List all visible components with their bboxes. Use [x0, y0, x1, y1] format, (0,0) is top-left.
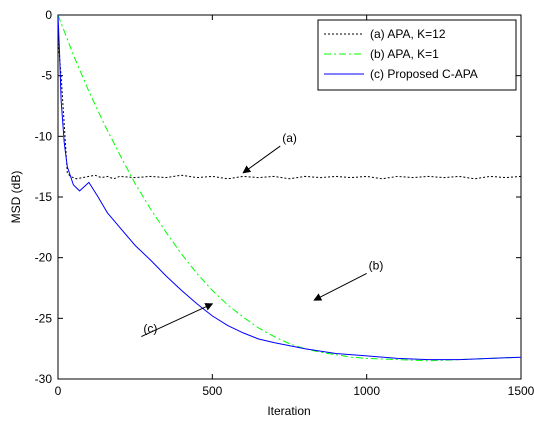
annotation-label-2: (c) [143, 322, 157, 336]
legend: (a) APA, K=12 (b) APA, K=1 (c) Proposed C-… [317, 19, 517, 91]
legend-box [317, 19, 517, 91]
y-tick-label-5: -25 [35, 311, 53, 325]
y-tick-label-6: -30 [35, 372, 53, 386]
annotation-label-0: (a) [282, 131, 297, 145]
legend-label-1: (b) APA, K=1 [370, 47, 439, 61]
annotation-arrow-2 [141, 303, 214, 337]
y-axis-label: MSD (dB) [9, 171, 23, 224]
series-lines [58, 15, 521, 362]
annotations: (a) (b) (c) [141, 131, 384, 337]
x-tick-label-0: 0 [55, 384, 62, 398]
y-tick-label-2: -10 [35, 129, 53, 143]
axis-ticks: 0 500 1000 1500 0 -5 -10 -15 -20 -25 -30 [35, 8, 534, 398]
y-tick-label-3: -15 [35, 190, 53, 204]
annotation-label-1: (b) [369, 258, 384, 272]
x-tick-label-2: 1000 [353, 384, 380, 398]
y-tick-label-4: -20 [35, 251, 53, 265]
x-axis-label: Iteration [267, 404, 310, 418]
annotation-arrow-1 [313, 272, 367, 301]
y-tick-label-0: 0 [45, 8, 52, 22]
y-tick-label-1: -5 [41, 69, 52, 83]
series-line-0 [58, 39, 521, 180]
legend-label-0: (a) APA, K=12 [370, 27, 446, 41]
annotation-arrow-0 [242, 145, 281, 174]
series-line-1 [58, 15, 521, 362]
x-tick-label-1: 500 [202, 384, 222, 398]
x-tick-label-3: 1500 [508, 384, 534, 398]
series-line-2 [58, 15, 521, 361]
legend-label-2: (c) Proposed C-APA [370, 67, 478, 81]
